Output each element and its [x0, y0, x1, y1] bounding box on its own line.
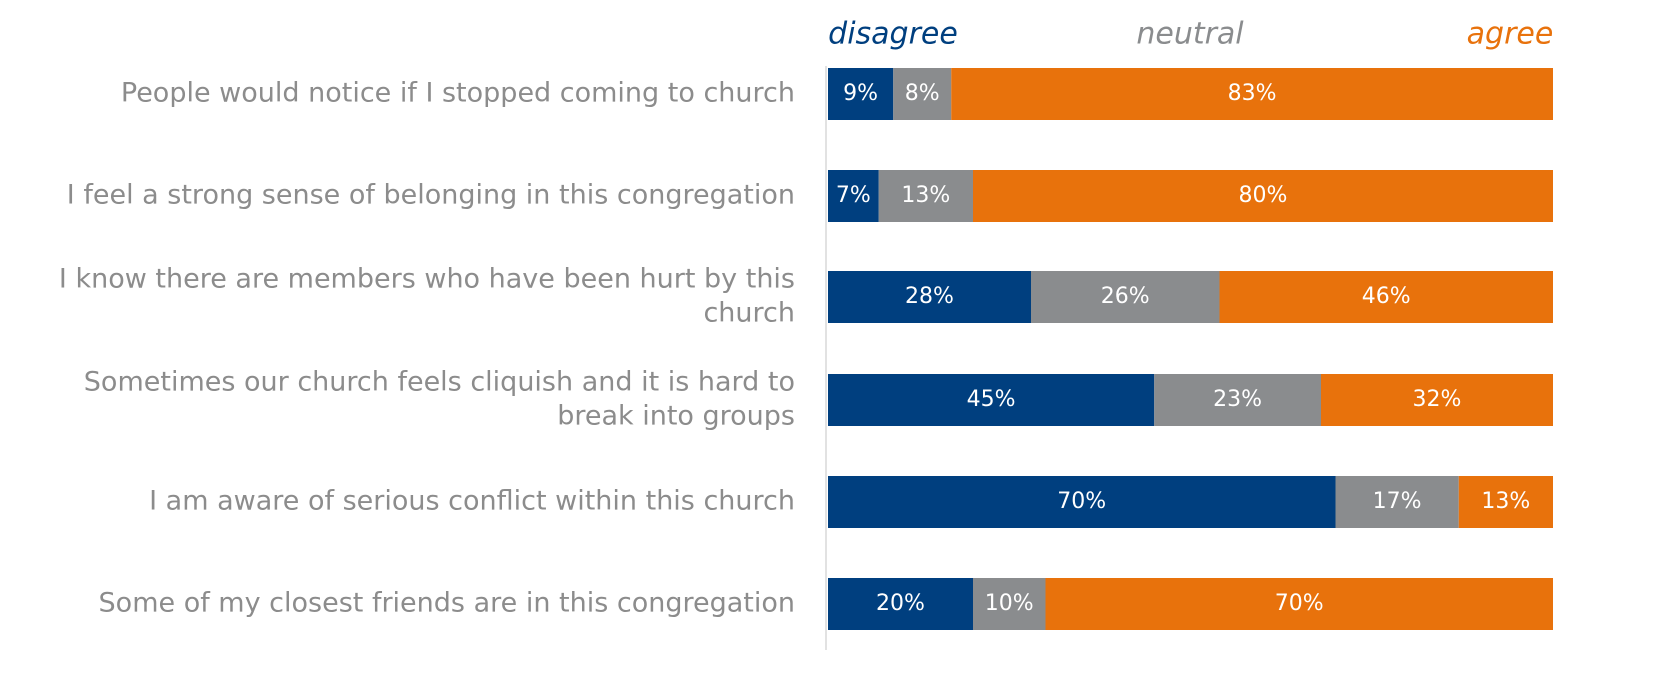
bar-segment-disagree [828, 271, 1031, 323]
bar-segment-neutral [1154, 374, 1321, 426]
category-label-line: Sometimes our church feels cliquish and … [84, 367, 795, 398]
legend-item-disagree: disagree [828, 17, 958, 52]
category-labels: People would notice if I stopped coming … [59, 78, 795, 619]
bar-segment-disagree [828, 578, 973, 630]
category-label-line: People would notice if I stopped coming … [121, 78, 795, 109]
data-label-agree: 70% [1275, 591, 1324, 616]
data-label-disagree: 7% [836, 183, 871, 208]
data-label-disagree: 9% [843, 81, 878, 106]
data-label-neutral: 26% [1101, 284, 1150, 309]
bar-segment-agree [1321, 374, 1553, 426]
category-label-line: I know there are members who have been h… [59, 264, 795, 295]
bar-segment-agree [1458, 476, 1553, 528]
category-label-line: break into groups [557, 401, 795, 432]
bar-segment-disagree [828, 170, 879, 222]
category-label-line: church [703, 298, 795, 329]
category-label-line: I feel a strong sense of belonging in th… [67, 180, 795, 211]
bar-segment-neutral [1335, 476, 1459, 528]
bar-segment-disagree [828, 374, 1155, 426]
bar-segment-neutral [973, 578, 1046, 630]
data-label-disagree: 20% [876, 591, 925, 616]
data-label-agree: 13% [1481, 489, 1530, 514]
category-label: I am aware of serious conflict within th… [149, 486, 795, 517]
data-label-neutral: 8% [905, 81, 940, 106]
data-label-agree: 32% [1413, 387, 1462, 412]
bar-segment-disagree [828, 68, 894, 120]
legend-item-agree: agree [1467, 17, 1554, 52]
data-label-neutral: 23% [1213, 387, 1262, 412]
bar-segment-agree [973, 170, 1553, 222]
bar-segment-neutral [878, 170, 973, 222]
category-label-line: I am aware of serious conflict within th… [149, 486, 795, 517]
data-label-disagree: 70% [1057, 489, 1106, 514]
legend: disagree neutral agree [828, 17, 1553, 52]
category-label: I feel a strong sense of belonging in th… [67, 180, 795, 211]
data-label-disagree: 45% [967, 387, 1016, 412]
data-label-agree: 46% [1362, 284, 1411, 309]
data-label-neutral: 10% [985, 591, 1034, 616]
data-label-disagree: 28% [905, 284, 954, 309]
data-label-agree: 80% [1239, 183, 1288, 208]
category-label: I know there are members who have been h… [59, 264, 795, 329]
category-label: Sometimes our church feels cliquish and … [84, 367, 795, 432]
bar-segment-agree [1045, 578, 1553, 630]
legend-item-neutral: neutral [1136, 17, 1244, 52]
bar-segment-neutral [893, 68, 952, 120]
bar-segment-agree [951, 68, 1553, 120]
category-label: Some of my closest friends are in this c… [99, 588, 795, 619]
data-label-neutral: 13% [901, 183, 950, 208]
category-label: People would notice if I stopped coming … [121, 78, 795, 109]
category-label-line: Some of my closest friends are in this c… [99, 588, 795, 619]
bar-segment-agree [1219, 271, 1553, 323]
bar-segment-disagree [828, 476, 1336, 528]
bar-segment-neutral [1031, 271, 1220, 323]
bars: 9% 8% 83% 7% 13% 80% 28% 26% 46% 45% 23% 32% 70% 17% 1… [828, 68, 1553, 630]
data-label-agree: 83% [1228, 81, 1277, 106]
data-label-neutral: 17% [1373, 489, 1422, 514]
